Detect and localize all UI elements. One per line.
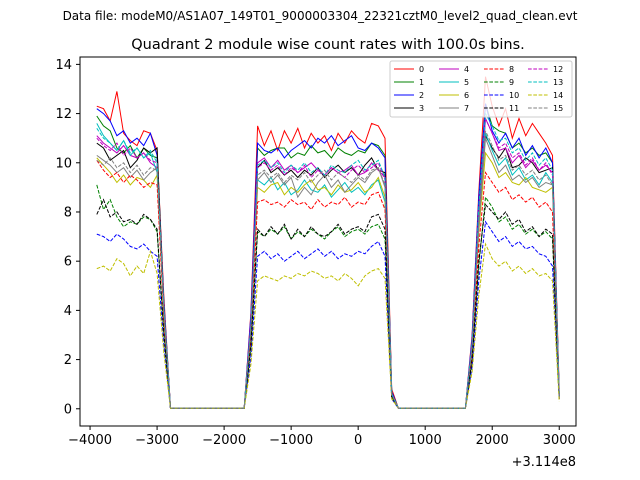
legend-label-5: 5 xyxy=(464,78,469,87)
legend-label-15: 15 xyxy=(553,104,563,113)
legend-label-1: 1 xyxy=(419,78,424,87)
y-tick-label: 12 xyxy=(55,107,72,122)
y-tick-label: 2 xyxy=(64,353,72,368)
x-axis: −4000 −3000 −2000 −1000 0 1000 2000 3000 xyxy=(68,426,576,448)
x-offset-label: +3.114e8 xyxy=(512,455,576,470)
legend-label-6: 6 xyxy=(464,91,469,100)
y-tick-label: 4 xyxy=(64,304,72,319)
plot-frame xyxy=(79,56,577,427)
y-axis: 0 2 4 6 8 10 12 14 xyxy=(55,58,80,417)
y-tick-label: 14 xyxy=(55,58,72,73)
x-tick-label: 1000 xyxy=(409,433,442,448)
legend-label-7: 7 xyxy=(464,104,469,113)
legend-label-0: 0 xyxy=(419,65,424,74)
x-tick-label: −2000 xyxy=(202,433,246,448)
legend-label-2: 2 xyxy=(419,91,424,100)
legend-label-14: 14 xyxy=(553,91,563,100)
y-tick-label: 0 xyxy=(64,402,72,417)
y-tick-label: 8 xyxy=(64,205,72,220)
legend-label-13: 13 xyxy=(553,78,563,87)
series-line-11 xyxy=(96,198,560,409)
legend-box xyxy=(389,60,573,118)
legend-label-12: 12 xyxy=(553,65,563,74)
x-tick-label: 2000 xyxy=(476,433,509,448)
legend-label-8: 8 xyxy=(509,65,514,74)
legend-label-11: 11 xyxy=(509,104,519,113)
legend-label-9: 9 xyxy=(509,78,514,87)
legend-label-3: 3 xyxy=(419,104,424,113)
y-tick-label: 6 xyxy=(64,255,72,270)
x-tick-label: 0 xyxy=(354,433,362,448)
series-line-15 xyxy=(96,130,560,409)
chart-title: Quadrant 2 module wise count rates with … xyxy=(131,37,525,53)
x-tick-label: −3000 xyxy=(135,433,179,448)
x-tick-label: 3000 xyxy=(543,433,576,448)
series-line-9 xyxy=(96,184,560,409)
series-line-14 xyxy=(96,242,560,409)
data-file-label: Data file: modeM0/AS1A07_149T01_90000033… xyxy=(63,9,578,23)
y-tick-label: 10 xyxy=(55,156,72,171)
legend-label-4: 4 xyxy=(464,65,469,74)
series-line-10 xyxy=(96,220,560,409)
series-line-13 xyxy=(96,111,560,409)
x-tick-label: −1000 xyxy=(269,433,313,448)
x-tick-label: −4000 xyxy=(68,433,112,448)
legend-label-10: 10 xyxy=(509,91,519,100)
plot-area xyxy=(96,76,560,409)
